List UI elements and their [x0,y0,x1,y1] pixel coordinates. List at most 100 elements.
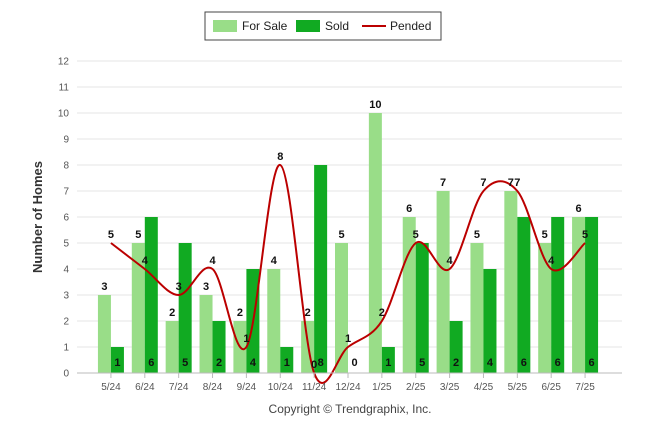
bar-for-sale [504,191,518,373]
bar-sold [381,347,395,373]
data-label-pended: 8 [277,151,283,163]
data-label-for-sale: 2 [237,307,243,319]
bar-for-sale [199,295,213,373]
bar-for-sale [436,191,450,373]
bar-for-sale [97,295,111,373]
data-label-sold: 6 [555,357,561,369]
bar-for-sale [335,243,348,373]
data-label-sold: 5 [419,357,425,369]
bar-for-sale [131,243,145,373]
x-tick-label: 7/25 [575,382,595,393]
x-tick-label: 6/25 [541,382,561,393]
legend-swatch-sold [296,20,320,32]
y-tick-label: 5 [63,239,69,250]
y-tick-label: 4 [63,265,69,276]
legend-label-for-sale: For Sale [242,19,288,33]
data-label-pended: 3 [176,281,182,293]
legend-swatch-for-sale [213,20,237,32]
bar-sold [449,321,463,373]
data-label-for-sale: 3 [203,281,209,293]
y-tick-label: 2 [63,317,69,328]
x-tick-label: 3/25 [440,382,460,393]
bar-for-sale [267,269,281,373]
data-label-for-sale: 4 [271,255,278,267]
data-label-pended: 4 [209,255,216,267]
x-tick-label: 6/24 [135,382,155,393]
bar-sold [178,243,192,373]
bar-for-sale [538,243,552,373]
data-label-sold: 6 [589,357,595,369]
bar-sold [144,217,158,373]
data-label-sold: 6 [521,357,527,369]
bar-for-sale [165,321,179,373]
data-label-pended: 5 [413,229,419,241]
x-tick-label: 9/24 [237,382,257,393]
data-label-pended: 1 [345,333,351,345]
legend-box [204,11,442,41]
y-tick-label: 8 [63,161,69,172]
data-label-sold: 2 [453,357,459,369]
data-label-sold: 6 [148,357,154,369]
data-label-for-sale: 7 [440,177,446,189]
bar-sold [483,269,497,373]
y-tick-label: 9 [63,135,69,146]
bar-sold [415,243,429,373]
bar-sold [551,217,565,373]
data-label-sold: 1 [385,357,391,369]
data-label-for-sale: 3 [101,281,107,293]
legend: For Sale Sold Pended [204,11,442,41]
data-label-pended: 4 [447,255,454,267]
y-tick-label: 3 [63,291,69,302]
bar-for-sale [368,113,382,373]
data-label-sold: 5 [182,357,188,369]
data-label-sold: 8 [318,357,324,369]
data-label-for-sale: 2 [169,307,175,319]
data-label-pended: 4 [548,255,555,267]
x-tick-label: 4/25 [474,382,494,393]
data-label-for-sale: 7 [508,177,514,189]
data-label-for-sale: 5 [474,229,480,241]
y-axis-title: Number of Homes [30,161,45,273]
y-tick-label: 1 [63,343,69,354]
y-tick-label: 12 [58,57,70,68]
bar-sold [585,217,599,373]
y-tick-label: 7 [63,187,69,198]
data-label-for-sale: 5 [135,229,141,241]
data-label-sold: 4 [487,357,494,369]
data-label-pended: 0 [311,359,317,371]
bar-sold [212,321,226,373]
data-label-pended: 7 [480,177,486,189]
data-label-for-sale: 2 [305,307,311,319]
bar-sold [280,347,294,373]
data-label-pended: 4 [142,255,149,267]
data-label-for-sale: 5 [542,229,548,241]
bar-for-sale [402,217,416,373]
x-tick-label: 5/25 [508,382,528,393]
bar-sold [110,347,124,373]
data-label-for-sale: 6 [406,203,412,215]
x-tick-label: 10/24 [268,382,293,393]
x-tick-label: 7/24 [169,382,189,393]
x-tick-label: 11/24 [302,382,327,393]
legend-label-pended: Pended [390,19,431,33]
x-tick-label: 5/24 [101,382,121,393]
data-label-pended: 1 [243,333,249,345]
x-tick-label: 1/25 [372,382,392,393]
data-label-for-sale: 5 [338,229,344,241]
x-tick-label: 8/24 [203,382,223,393]
data-label-sold: 1 [114,357,120,369]
y-tick-label: 6 [63,213,69,224]
y-tick-label: 10 [58,109,70,120]
bar-for-sale [470,243,484,373]
data-label-sold: 4 [250,357,257,369]
data-label-pended: 7 [514,177,520,189]
y-tick-label: 11 [59,83,70,94]
pended-line [110,163,586,384]
x-tick-label: 2/25 [406,382,426,393]
bar-sold [314,165,328,373]
x-tick-label: 12/24 [335,382,360,393]
data-label-for-sale: 10 [369,99,381,111]
